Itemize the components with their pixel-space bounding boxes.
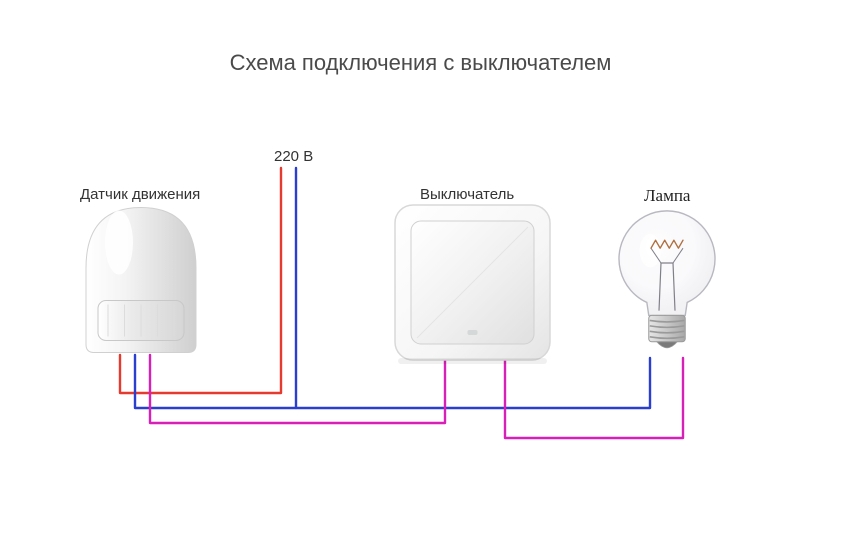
wire: [505, 358, 683, 438]
motion-sensor-icon: [86, 208, 196, 353]
wall-switch-icon: [395, 205, 550, 364]
lamp-icon: [619, 211, 715, 348]
wire: [135, 355, 296, 408]
wire: [150, 355, 445, 423]
diagram-canvas: [0, 0, 841, 549]
